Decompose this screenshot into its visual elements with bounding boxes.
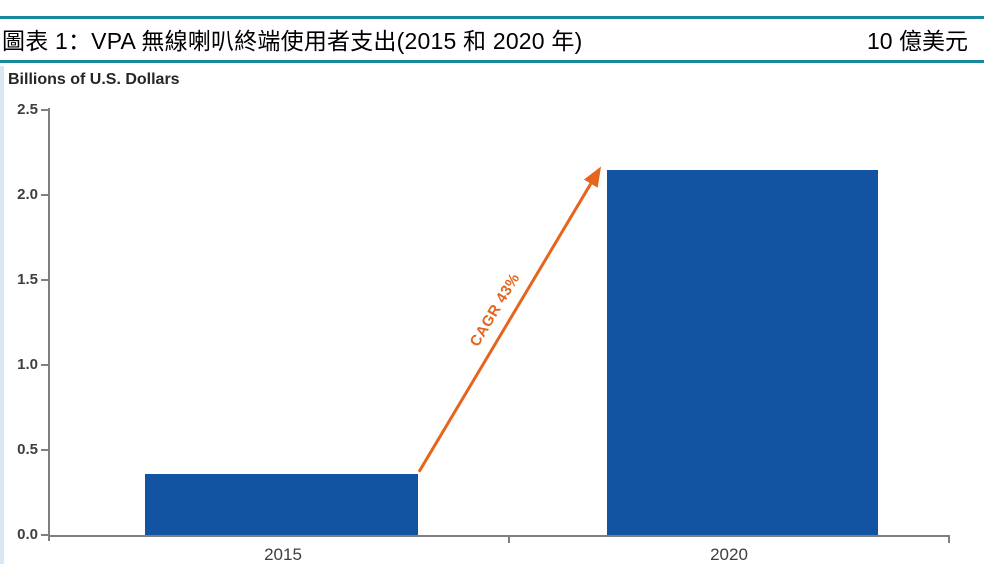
y-axis-line <box>48 108 50 541</box>
x-axis-line <box>48 535 950 537</box>
y-tick <box>41 534 49 536</box>
header-bottom-rule <box>0 60 984 63</box>
y-tick <box>41 364 49 366</box>
figure-unit-label: 10 億美元 <box>867 28 968 54</box>
y-tick-label: 1.0 <box>17 356 38 373</box>
x-tick <box>508 536 510 543</box>
x-tick-label-2015: 2015 <box>264 545 302 564</box>
bar-2020 <box>607 169 878 535</box>
header-top-rule <box>0 16 984 19</box>
y-tick <box>41 279 49 281</box>
y-tick-label: 2.0 <box>17 186 38 203</box>
x-tick <box>948 536 950 543</box>
y-tick <box>41 449 49 451</box>
bar-2015 <box>145 473 418 535</box>
header-row: 圖表 1：VPA 無線喇叭終端使用者支出(2015 和 2020 年) 10 億… <box>2 19 968 59</box>
y-tick <box>41 109 49 111</box>
chart-left-border <box>0 66 4 564</box>
y-tick-label: 2.5 <box>17 101 38 118</box>
y-axis-unit-title: Billions of U.S. Dollars <box>8 71 180 88</box>
figure-title: 圖表 1：VPA 無線喇叭終端使用者支出(2015 和 2020 年) <box>2 28 583 54</box>
y-tick-label: 0.5 <box>17 441 38 458</box>
x-tick-label-2020: 2020 <box>710 545 748 564</box>
y-tick-label: 1.5 <box>17 271 38 288</box>
y-tick-label: 0.0 <box>17 526 38 543</box>
y-tick <box>41 194 49 196</box>
cagr-annotation: CAGR 43% <box>466 270 523 350</box>
